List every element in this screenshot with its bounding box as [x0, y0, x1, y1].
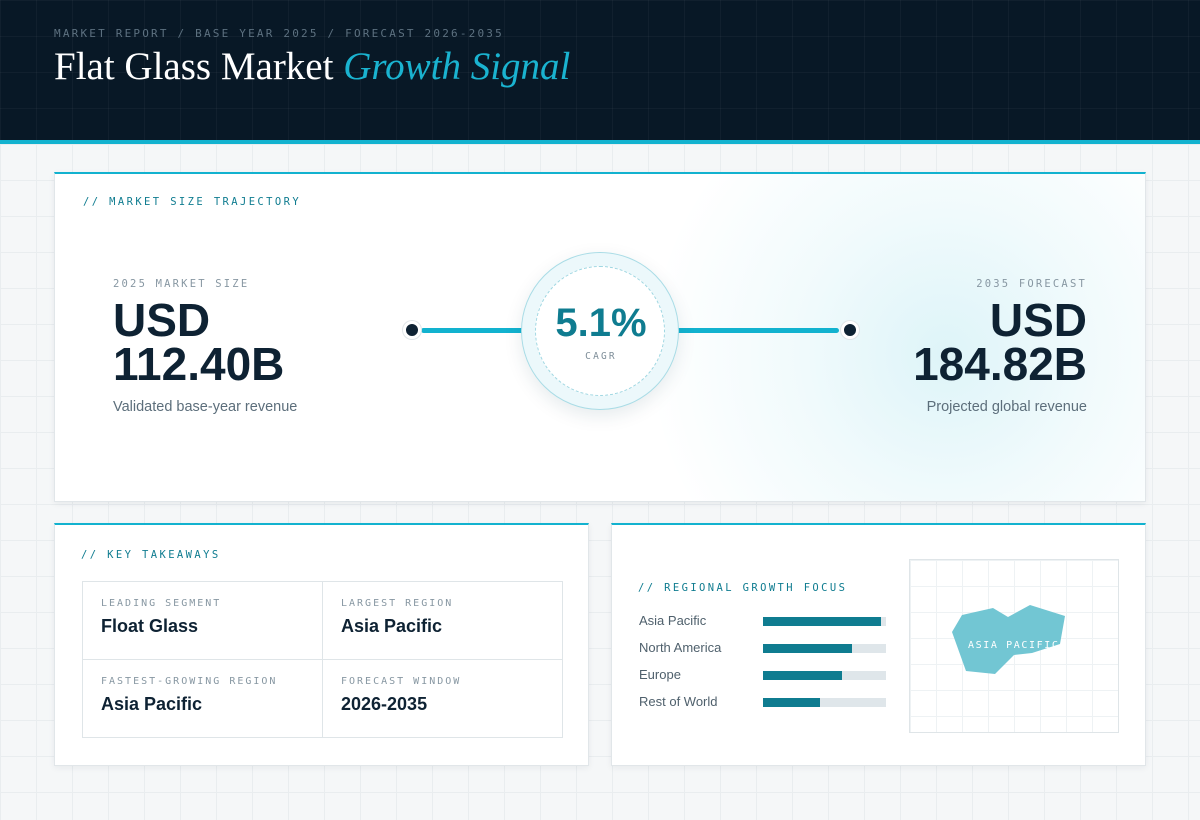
region-bar-fill [763, 671, 842, 680]
cagr-value: 5.1% [555, 301, 647, 345]
takeaway-label: FASTEST-GROWING REGION [101, 676, 278, 687]
region-name: Rest of World [639, 694, 718, 709]
regional-growth-card: // REGIONAL GROWTH FOCUS Asia Pacific No… [611, 523, 1146, 766]
map-region-label: ASIA PACIFIC [968, 640, 1060, 651]
region-bar-row: Rest of World [639, 694, 889, 710]
cagr-inner-ring: 5.1% CAGR [535, 266, 665, 396]
trajectory-line-right [669, 328, 839, 333]
region-name: North America [639, 640, 722, 655]
start-value: USD 112.40B [113, 294, 393, 390]
region-bar-fill [763, 644, 852, 653]
region-map: ASIA PACIFIC [909, 559, 1119, 733]
takeaway-leading-segment: LEADING SEGMENT Float Glass [83, 582, 323, 660]
report-header: MARKET REPORT / BASE YEAR 2025 / FORECAS… [0, 0, 1200, 144]
start-subtitle: Validated base-year revenue [113, 399, 298, 415]
takeaway-value: Asia Pacific [341, 616, 443, 636]
start-market-size: 2025 MARKET SIZE USD 112.40B Validated b… [113, 278, 393, 415]
asia-pacific-map-shape [952, 605, 1065, 674]
region-bar-row: Asia Pacific [639, 613, 889, 629]
breadcrumb: MARKET REPORT / BASE YEAR 2025 / FORECAS… [54, 27, 504, 40]
region-bar-track [763, 698, 886, 707]
region-bar-row: Europe [639, 667, 889, 683]
trajectory-label: // MARKET SIZE TRAJECTORY [83, 196, 302, 208]
background-glow [645, 174, 1145, 501]
end-subtitle: Projected global revenue [926, 399, 1087, 415]
region-bar-track [763, 617, 886, 626]
takeaways-grid: LEADING SEGMENT Float Glass LARGEST REGI… [82, 581, 563, 738]
takeaway-value: Float Glass [101, 616, 199, 636]
takeaway-largest-region: LARGEST REGION Asia Pacific [323, 582, 563, 660]
page-title: Flat Glass Market Growth Signal [54, 44, 570, 89]
title-accent: Growth Signal [343, 45, 571, 88]
start-label: 2025 MARKET SIZE [113, 278, 250, 290]
takeaway-label: LEADING SEGMENT [101, 598, 222, 609]
takeaway-label: FORECAST WINDOW [341, 676, 462, 687]
end-dot [841, 321, 859, 339]
start-dot [403, 321, 421, 339]
title-main: Flat Glass Market [54, 45, 334, 88]
region-bar-fill [763, 617, 882, 626]
end-value: USD 184.82B [807, 294, 1087, 390]
region-bar-row: North America [639, 640, 889, 656]
region-bar-track [763, 644, 886, 653]
end-label: 2035 FORECAST [976, 278, 1087, 290]
region-bar-fill [763, 698, 820, 707]
start-currency: USD [113, 294, 211, 346]
takeaway-value: 2026-2035 [341, 694, 428, 714]
regional-label: // REGIONAL GROWTH FOCUS [638, 582, 848, 594]
region-name: Europe [639, 667, 681, 682]
end-market-size: 2035 FORECAST USD 184.82B Projected glob… [807, 278, 1087, 415]
region-bar-track [763, 671, 886, 680]
trajectory-line-left [421, 328, 531, 333]
market-size-trajectory-card: // MARKET SIZE TRAJECTORY 2025 MARKET SI… [54, 172, 1146, 502]
cagr-label: CAGR [585, 351, 617, 362]
takeaway-label: LARGEST REGION [341, 598, 454, 609]
cagr-badge: 5.1% CAGR [521, 252, 679, 410]
takeaways-label: // KEY TAKEAWAYS [81, 549, 221, 561]
start-amount: 112.40B [113, 338, 285, 390]
region-name: Asia Pacific [639, 613, 707, 628]
key-takeaways-card: // KEY TAKEAWAYS LEADING SEGMENT Float G… [54, 523, 589, 766]
takeaway-forecast-window: FORECAST WINDOW 2026-2035 [323, 660, 563, 737]
takeaway-value: Asia Pacific [101, 694, 203, 714]
end-amount: 184.82B [913, 338, 1087, 390]
end-currency: USD [989, 294, 1087, 346]
takeaway-fastest-growing-region: FASTEST-GROWING REGION Asia Pacific [83, 660, 323, 737]
